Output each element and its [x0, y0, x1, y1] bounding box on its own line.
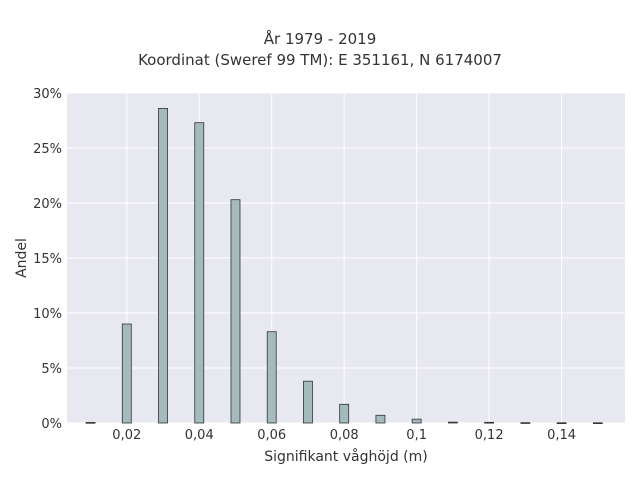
y-tick-label: 30% [33, 87, 62, 102]
x-axis-label: Signifikant våghöjd (m) [264, 448, 427, 465]
grid-lines [67, 92, 625, 424]
histogram-bar [484, 421, 495, 424]
y-tick-label: 20% [33, 197, 62, 212]
histogram-bar [339, 403, 350, 424]
y-tick-label: 25% [33, 142, 62, 157]
x-tick-label: 0,04 [185, 428, 214, 443]
chart-title: År 1979 - 2019 [263, 30, 377, 48]
y-tick-labels: 0% 5% 10% 15% 20% 25% 30% [33, 87, 62, 432]
x-tick-label: 0,1 [406, 428, 427, 443]
histogram-bar [85, 422, 96, 424]
x-tick-label: 0,06 [257, 428, 286, 443]
histogram-bar [266, 331, 277, 424]
chart-subtitle: Koordinat (Sweref 99 TM): E 351161, N 61… [138, 51, 502, 69]
y-tick-label: 0% [41, 417, 62, 432]
histogram-bar [375, 414, 386, 424]
histogram-bar [158, 108, 168, 424]
y-tick-label: 10% [33, 307, 62, 322]
histogram-bar [592, 422, 603, 424]
y-axis-label: Andel [14, 238, 30, 278]
histogram-bar [520, 422, 531, 424]
x-tick-label: 0,02 [112, 428, 141, 443]
histogram-bar [411, 418, 422, 424]
histogram-bar [230, 199, 241, 424]
x-tick-labels: 0,02 0,04 0,06 0,08 0,1 0,12 0,14 [112, 428, 576, 443]
bars [85, 108, 603, 424]
histogram-bar [556, 422, 567, 424]
y-tick-label: 5% [41, 362, 62, 377]
histogram-bar [303, 380, 313, 424]
x-tick-label: 0,08 [330, 428, 359, 443]
histogram-bar [121, 323, 132, 424]
y-tick-label: 15% [33, 252, 62, 267]
x-tick-label: 0,12 [475, 428, 504, 443]
histogram-bar [194, 122, 205, 424]
x-tick-label: 0,14 [547, 428, 576, 443]
histogram-bar [447, 421, 458, 424]
